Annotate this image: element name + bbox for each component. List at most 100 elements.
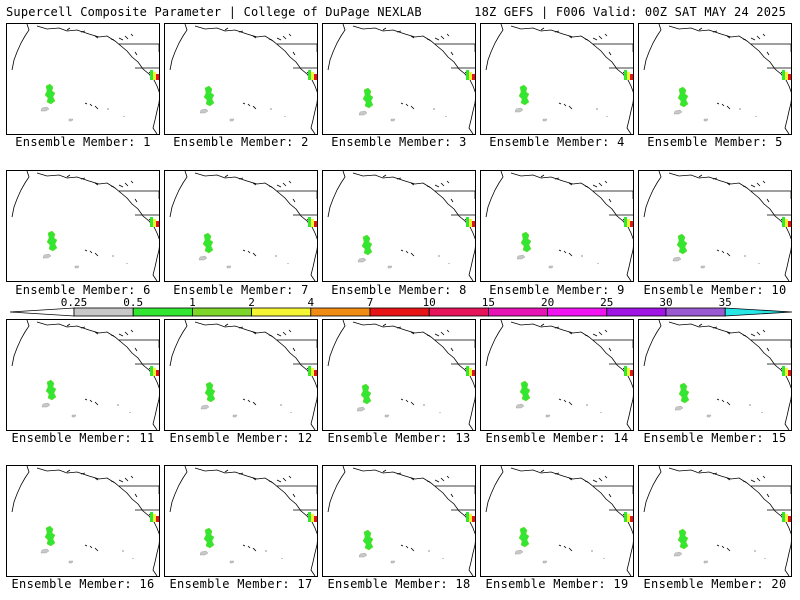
coastline [643,466,791,576]
scp-contour-grey [358,552,396,564]
scp-contour-grey [40,106,74,122]
scp-contour-green [518,84,530,106]
ensemble-member-label: Ensemble Member: 11 [11,431,155,445]
colorbar-segment [310,307,371,317]
scp-contour-green [203,527,215,549]
scp-contour-coastal-yellow [153,72,156,80]
scp-contour-coastal-red [630,74,633,80]
colorbar-segment [369,307,430,317]
hawaii-islands [84,398,99,406]
ensemble-member-label: Ensemble Member: 10 [643,283,787,297]
map-title: Supercell Composite Parameter | College … [6,5,422,19]
coastline [327,24,475,134]
scp-contour-coastal-green [782,70,785,80]
hawaii-islands [400,544,415,552]
scp-contour-green [202,232,214,254]
scp-contour-grey [674,405,712,418]
scp-contour-green [677,86,689,108]
scp-contour-coastal-green [624,512,627,522]
scp-contour-green [45,379,57,401]
island-outlines [382,323,468,371]
scp-contour-grey [40,548,74,564]
scp-contour-green [204,381,216,403]
island-outlines [540,469,626,517]
scp-contour-speck [275,255,289,264]
scp-contour-coastal-yellow [311,514,314,522]
colorbar-tick-label: 7 [367,296,374,309]
scp-contour-coastal-red [630,516,633,522]
colorbar-segment [132,307,193,317]
scp-contour-speck [591,550,605,559]
political-border [119,339,159,365]
hawaii-islands [400,249,415,257]
scp-contour-coastal-green [624,217,627,227]
political-border [751,485,791,511]
ensemble-member-label: Ensemble Member: 6 [15,283,151,297]
coastline [327,466,475,576]
scp-contour-coastal-yellow [153,368,156,376]
political-border [119,43,159,69]
scp-contour-coastal-red [630,370,633,376]
scp-contour-grey [42,253,80,269]
scp-contour-coastal-yellow [785,72,788,80]
ensemble-member-label: Ensemble Member: 14 [485,431,629,445]
colorbar-segment [547,307,608,317]
scp-contour-coastal-green [466,217,469,227]
scp-contour-coastal-red [156,516,159,522]
scp-contour-grey [357,257,393,269]
scp-contour-coastal-red [788,516,791,522]
island-outlines [66,174,152,222]
scp-contour-coastal-red [472,221,475,227]
scp-contour-grey [516,254,554,269]
island-outlines [698,469,784,517]
ensemble-member-map [6,23,160,135]
island-outlines [698,27,784,75]
scp-contour-coastal-red [156,74,159,80]
scp-contour-coastal-green [466,70,469,80]
hawaii-islands [400,398,415,406]
coastline [643,171,791,281]
political-border [593,43,633,69]
coastline [169,320,317,430]
ensemble-member-map [480,23,634,135]
coastline [327,171,475,281]
ensemble-member-label: Ensemble Member: 2 [173,135,309,149]
scp-contour-coastal-yellow [469,368,472,376]
ensemble-member-map [638,170,792,282]
island-outlines [224,323,310,371]
scp-contour-speck [744,255,760,264]
island-outlines [382,174,468,222]
scp-contour-green [678,382,690,404]
ensemble-member-label: Ensemble Member: 1 [15,135,151,149]
scp-contour-grey [673,109,709,122]
colorbar-segment [73,307,134,317]
scp-contour-coastal-red [630,221,633,227]
scp-contour-coastal-yellow [153,219,156,227]
island-outlines [540,27,626,75]
scp-contour-coastal-yellow [627,72,630,80]
island-outlines [66,469,152,517]
hawaii-islands [716,102,731,110]
scp-contour-speck [423,404,441,413]
scp-contour-green [46,230,58,252]
political-border [119,485,159,511]
scp-contour-coastal-green [466,512,469,522]
scp-contour-coastal-red [788,221,791,227]
colorbar-tick-label: 0.25 [61,296,88,309]
scp-contour-green [519,380,531,402]
scp-contour-coastal-red [314,370,317,376]
scp-contour-coastal-green [782,217,785,227]
coastline [485,320,633,430]
ensemble-member-map [480,319,634,431]
ensemble-member-label: Ensemble Member: 9 [489,283,625,297]
political-border [751,190,791,216]
scp-contour-coastal-red [472,370,475,376]
scp-contour-coastal-red [156,221,159,227]
colorbar-tick-label: 4 [307,296,314,309]
colorbar-tick-label: 2 [248,296,255,309]
scp-contour-coastal-green [466,366,469,376]
coastline [643,24,791,134]
political-border [593,190,633,216]
scp-contour-coastal-green [150,366,153,376]
hawaii-islands [716,544,731,552]
